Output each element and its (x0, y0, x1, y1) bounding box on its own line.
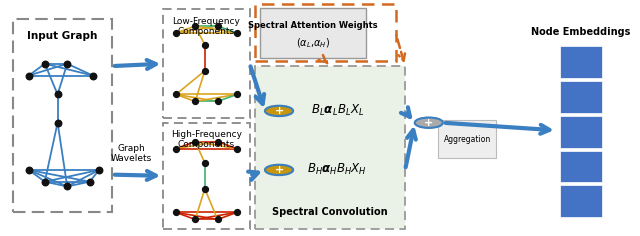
FancyBboxPatch shape (560, 81, 602, 113)
Text: ($\alpha_L$,$\alpha_H$): ($\alpha_L$,$\alpha_H$) (296, 36, 330, 50)
Point (88, 74, 98, 77)
Point (24, 74, 34, 77)
FancyArrowPatch shape (396, 35, 405, 61)
Point (171, 147, 181, 151)
FancyArrowPatch shape (319, 55, 327, 63)
Point (200, 69, 210, 73)
FancyBboxPatch shape (560, 185, 602, 217)
Point (84, 180, 95, 184)
FancyBboxPatch shape (438, 120, 496, 158)
Text: Graph
Wavelets: Graph Wavelets (111, 144, 152, 163)
Text: +: + (424, 118, 433, 128)
Point (62, 62, 72, 66)
FancyArrowPatch shape (445, 123, 549, 134)
Point (94, 168, 104, 172)
Circle shape (265, 165, 293, 175)
Point (190, 218, 200, 221)
Point (52, 93, 63, 96)
Text: $B_L\boldsymbol{\alpha}_LB_LX_L$: $B_L\boldsymbol{\alpha}_LB_LX_L$ (311, 103, 364, 118)
Point (62, 185, 72, 188)
Point (232, 31, 242, 35)
Point (200, 187, 210, 191)
Text: +: + (275, 165, 284, 175)
Point (232, 211, 242, 214)
Point (190, 140, 200, 143)
FancyBboxPatch shape (560, 46, 602, 78)
FancyBboxPatch shape (260, 8, 366, 58)
Text: Spectral Attention Weights: Spectral Attention Weights (248, 21, 378, 30)
FancyBboxPatch shape (255, 66, 405, 229)
Text: Low-Frequency
Components: Low-Frequency Components (172, 17, 241, 36)
Text: Node Embeddings: Node Embeddings (531, 27, 630, 37)
Point (232, 93, 242, 96)
Point (190, 24, 200, 28)
Point (171, 211, 181, 214)
FancyArrowPatch shape (248, 172, 258, 180)
Text: Input Graph: Input Graph (28, 31, 97, 41)
Text: Spectral Convolution: Spectral Convolution (272, 207, 388, 217)
Point (200, 161, 210, 165)
FancyBboxPatch shape (560, 151, 602, 182)
FancyArrowPatch shape (250, 66, 264, 104)
Point (212, 24, 223, 28)
Circle shape (415, 118, 443, 128)
Point (190, 100, 200, 103)
Point (40, 180, 50, 184)
Text: High-Frequency
Components: High-Frequency Components (171, 130, 242, 149)
Point (24, 168, 34, 172)
Point (232, 147, 242, 151)
Text: $B_H\boldsymbol{\alpha}_HB_HX_H$: $B_H\boldsymbol{\alpha}_HB_HX_H$ (307, 162, 367, 177)
FancyArrowPatch shape (115, 171, 156, 180)
Point (212, 140, 223, 143)
Point (40, 62, 50, 66)
Point (171, 31, 181, 35)
Circle shape (265, 106, 293, 116)
Point (212, 100, 223, 103)
Text: Aggregation: Aggregation (444, 135, 491, 144)
FancyArrowPatch shape (401, 107, 410, 117)
Point (200, 43, 210, 47)
Text: +: + (275, 106, 284, 116)
FancyArrowPatch shape (115, 60, 156, 69)
Point (212, 218, 223, 221)
Point (52, 121, 63, 125)
FancyBboxPatch shape (560, 116, 602, 148)
FancyArrowPatch shape (406, 130, 416, 167)
Point (171, 93, 181, 96)
